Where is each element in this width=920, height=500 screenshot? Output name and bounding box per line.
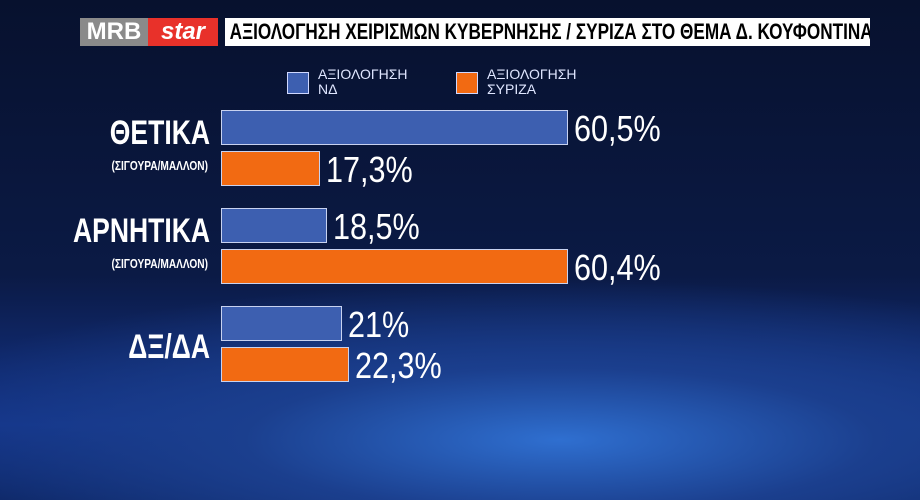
value-label: 60,5% [574,108,662,149]
legend-swatch [287,72,309,94]
logo-mrb: MRB [80,18,148,46]
logo-star: star [148,18,218,46]
legend-label: ΑΞΙΟΛΟΓΗΣΗ ΣΥΡΙΖΑ [487,66,577,97]
value-label: 21% [347,304,409,345]
category-note: (ΣΙΓΟΥΡΑ/ΜΑΛΛΟΝ) [111,256,208,271]
title-bar: ΑΞΙΟΛΟΓΗΣΗ ΧΕΙΡΙΣΜΩΝ ΚΥΒΕΡΝΗΣΗΣ / ΣΥΡΙΖΑ… [225,18,870,46]
value-label: 18,5% [333,206,420,247]
value-label: 22,3% [355,345,442,386]
bar [221,208,328,243]
category-label: ΘΕΤΙΚΑ [109,114,210,152]
value-label: 60,4% [573,247,661,288]
value-label: 17,3% [326,149,414,190]
bar [221,347,349,382]
legend-label: ΑΞΙΟΛΟΓΗΣΗ ΝΔ [318,66,408,97]
bar [221,249,568,284]
bar [221,110,569,145]
category-note: (ΣΙΓΟΥΡΑ/ΜΑΛΛΟΝ) [111,158,208,173]
chart-title: ΑΞΙΟΛΟΓΗΣΗ ΧΕΙΡΙΣΜΩΝ ΚΥΒΕΡΝΗΣΗΣ / ΣΥΡΙΖΑ… [229,19,870,44]
category-label: ΔΞ/ΔΑ [128,328,210,366]
bar [221,306,342,341]
legend-swatch [456,72,478,94]
category-label: ΑΡΝΗΤΙΚΑ [72,212,210,250]
bar [221,151,321,186]
